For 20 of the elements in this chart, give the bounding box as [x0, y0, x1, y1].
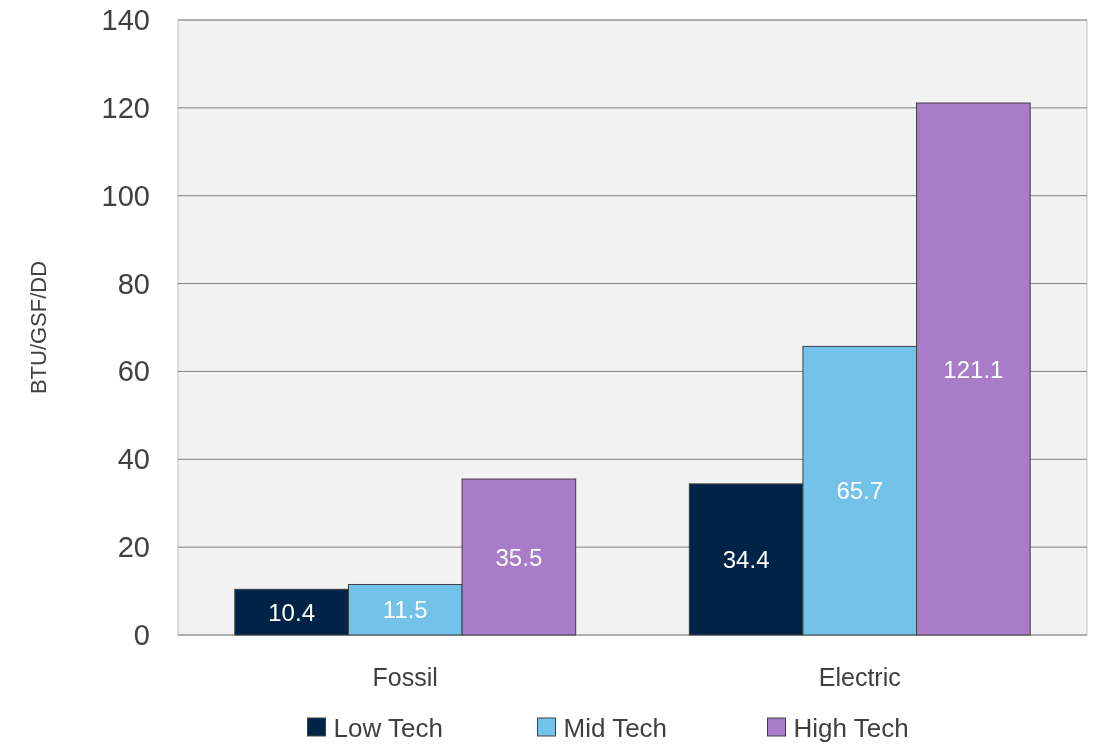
data-label: 34.4: [722, 545, 770, 573]
x-tick-label: Electric: [818, 663, 901, 691]
y-tick-label: 40: [117, 443, 150, 476]
y-tick-label: 0: [133, 619, 150, 651]
y-tick-label: 100: [101, 179, 150, 212]
data-label: 10.4: [268, 598, 315, 626]
data-label: 11.5: [382, 596, 428, 624]
y-tick-label: 140: [101, 4, 150, 36]
y-axis-title: BTU/GSF/DD: [25, 260, 51, 395]
legend-label: Mid Tech: [563, 713, 668, 743]
data-label: 65.7: [836, 477, 884, 505]
data-label: 35.5: [495, 543, 543, 571]
y-tick-label: 120: [101, 91, 150, 124]
y-tick-label: 60: [117, 355, 150, 388]
y-tick-label: 80: [117, 267, 150, 300]
x-tick-label: Fossil: [372, 663, 438, 691]
legend-label: Low Tech: [333, 713, 443, 743]
y-tick-label: 20: [117, 531, 150, 564]
legend-label: High Tech: [793, 713, 909, 743]
data-label: 121.1: [943, 355, 1004, 383]
